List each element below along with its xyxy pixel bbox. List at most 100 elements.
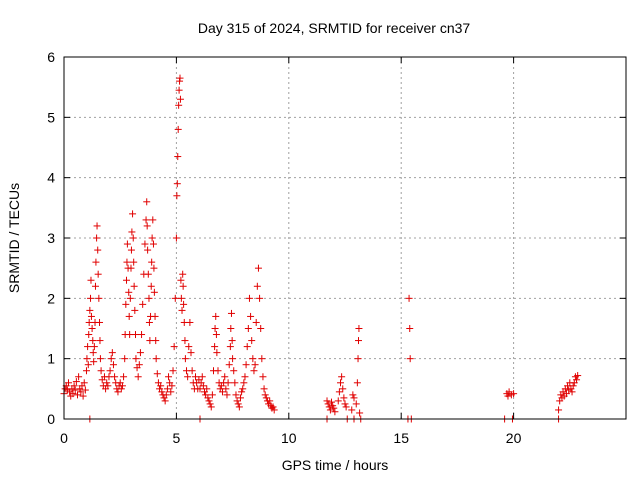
y-tick-label: 0	[47, 411, 55, 427]
data-point	[171, 294, 179, 302]
data-point	[179, 270, 187, 278]
ticks-layer: 0 1 2 3 4 5 6 0 5 10 15 20	[47, 49, 626, 446]
data-point	[330, 404, 338, 412]
data-point	[212, 331, 220, 339]
data-point	[349, 391, 357, 399]
data-point	[83, 355, 91, 363]
data-point	[254, 264, 262, 272]
data-point	[96, 337, 104, 345]
data-point	[205, 397, 213, 405]
y-tick-label: 5	[47, 109, 55, 125]
data-point	[69, 390, 77, 398]
data-point	[185, 343, 193, 351]
data-point	[331, 408, 339, 416]
data-point	[148, 234, 156, 242]
data-point	[233, 397, 241, 405]
data-point	[354, 337, 362, 345]
data-point	[125, 288, 133, 296]
data-point	[356, 409, 364, 417]
y-axis-label: SRMTID / TECUs	[6, 183, 22, 293]
data-point	[120, 373, 128, 381]
data-point	[266, 397, 274, 405]
data-point	[181, 337, 189, 345]
data-point	[175, 101, 183, 109]
data-point	[95, 294, 103, 302]
data-point	[238, 388, 246, 396]
data-point	[141, 240, 149, 248]
data-point	[199, 382, 207, 390]
data-point	[192, 373, 200, 381]
data-point	[178, 306, 186, 314]
y-tick-label: 1	[47, 351, 55, 367]
data-point	[122, 276, 130, 284]
data-point	[574, 372, 582, 380]
data-point	[150, 264, 158, 272]
data-point	[163, 385, 171, 393]
data-point	[151, 312, 159, 320]
data-point	[148, 258, 156, 266]
data-point	[86, 306, 94, 314]
data-point	[214, 367, 222, 375]
data-point	[249, 355, 257, 363]
data-point	[256, 294, 264, 302]
data-point	[130, 282, 138, 290]
data-point	[104, 382, 112, 390]
data-point	[150, 288, 158, 296]
data-point	[96, 355, 104, 363]
data-point	[142, 216, 150, 224]
data-point	[174, 153, 182, 161]
data-point	[352, 400, 360, 408]
data-point	[135, 361, 143, 369]
data-point	[72, 378, 80, 386]
data-point	[162, 391, 170, 399]
data-point	[87, 312, 95, 320]
data-point	[134, 373, 142, 381]
data-point	[406, 325, 414, 332]
data-point	[338, 373, 346, 381]
x-tick-label: 20	[506, 430, 522, 446]
data-point	[122, 300, 130, 308]
data-point	[87, 276, 95, 284]
x-tick-label: 0	[60, 430, 68, 446]
data-point	[109, 361, 117, 369]
data-point	[114, 388, 122, 396]
data-point	[196, 385, 204, 393]
data-point	[131, 331, 139, 339]
data-point	[242, 361, 250, 369]
data-point	[239, 385, 247, 393]
data-point	[79, 392, 87, 400]
data-point	[342, 403, 350, 411]
data-point	[328, 398, 336, 406]
y-tick-label: 4	[47, 170, 55, 186]
x-tick-label: 15	[393, 430, 409, 446]
data-point	[168, 382, 176, 390]
data-point	[174, 125, 182, 133]
data-point	[153, 370, 161, 378]
data-point	[184, 373, 192, 381]
data-point	[353, 379, 361, 387]
data-point	[326, 406, 334, 414]
data-point	[161, 397, 169, 405]
data-point	[77, 388, 85, 396]
y-tick-label: 6	[47, 49, 55, 65]
data-point	[138, 331, 146, 339]
data-point	[324, 400, 332, 408]
data-point	[244, 325, 252, 332]
data-point	[117, 385, 125, 393]
data-point	[224, 379, 232, 387]
y-tick-label: 2	[47, 290, 55, 306]
data-point	[126, 331, 134, 339]
data-point	[91, 282, 99, 290]
data-point	[97, 367, 105, 375]
data-point	[241, 373, 249, 381]
data-point	[71, 386, 79, 394]
data-point	[227, 309, 235, 317]
data-point	[211, 343, 219, 351]
data-point	[341, 400, 349, 408]
data-point	[504, 392, 512, 400]
data-point	[127, 246, 135, 254]
data-point	[337, 379, 345, 387]
data-point	[226, 343, 234, 351]
data-point	[126, 294, 134, 302]
